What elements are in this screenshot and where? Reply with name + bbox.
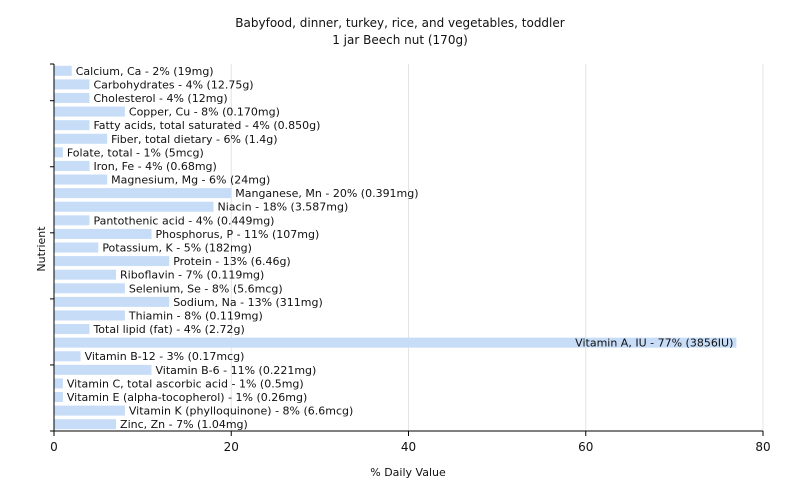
bar-label: Vitamin A, IU - 77% (3856IU) <box>575 337 733 350</box>
bar-label: Sodium, Na - 13% (311mg) <box>173 296 323 309</box>
bar-label: Potassium, K - 5% (182mg) <box>102 242 252 255</box>
bar-label: Total lipid (fat) - 4% (2.72g) <box>92 323 244 336</box>
bar <box>54 351 81 362</box>
bar-label: Fatty acids, total saturated - 4% (0.850… <box>93 119 320 132</box>
bar <box>54 392 63 403</box>
bar <box>54 283 125 294</box>
bar-label: Fiber, total dietary - 6% (1.4g) <box>111 133 277 146</box>
bar-label: Zinc, Zn - 7% (1.04mg) <box>120 418 248 431</box>
bars: Calcium, Ca - 2% (19mg)Carbohydrates - 4… <box>54 65 737 431</box>
bar <box>54 242 99 253</box>
y-axis-title: Nutrient <box>35 226 48 272</box>
bar-label: Calcium, Ca - 2% (19mg) <box>76 65 214 78</box>
bar <box>54 296 170 307</box>
bar-label: Phosphorus, P - 11% (107mg) <box>155 228 319 241</box>
bar <box>54 215 90 226</box>
bar <box>54 79 90 90</box>
bar-label: Vitamin C, total ascorbic acid - 1% (0.5… <box>67 377 304 390</box>
bar-label: Carbohydrates - 4% (12.75g) <box>93 78 253 91</box>
x-tick-label: 0 <box>50 440 58 454</box>
bar-label: Cholesterol - 4% (12mg) <box>93 92 227 105</box>
bar-label: Thiamin - 8% (0.119mg) <box>128 309 263 322</box>
bar-label: Vitamin B-6 - 11% (0.221mg) <box>155 364 316 377</box>
bar-label: Pantothenic acid - 4% (0.449mg) <box>93 214 274 227</box>
bar <box>54 324 90 335</box>
bar-label: Magnesium, Mg - 6% (24mg) <box>111 174 270 187</box>
bar <box>54 160 90 171</box>
bar <box>54 337 737 348</box>
bar <box>54 188 232 199</box>
x-tick-label: 80 <box>755 440 770 454</box>
bar <box>54 378 63 389</box>
chart-title: Babyfood, dinner, turkey, rice, and vege… <box>235 16 565 30</box>
bar <box>54 228 152 239</box>
bar <box>54 310 125 321</box>
bar-label: Vitamin B-12 - 3% (0.17mcg) <box>85 350 245 363</box>
x-tick-label: 20 <box>224 440 239 454</box>
chart-subtitle: 1 jar Beech nut (170g) <box>332 33 468 47</box>
bar <box>54 269 117 280</box>
x-tick-label: 60 <box>578 440 593 454</box>
bar-label: Protein - 13% (6.46g) <box>173 255 291 268</box>
bar <box>54 419 117 430</box>
grid-lines <box>230 64 764 431</box>
bar <box>54 405 125 416</box>
bar <box>54 92 90 103</box>
bar <box>54 256 170 267</box>
bar-label: Selenium, Se - 8% (5.6mcg) <box>129 282 283 295</box>
bar <box>54 364 152 375</box>
bar-label: Copper, Cu - 8% (0.170mg) <box>129 106 280 119</box>
bar-label: Manganese, Mn - 20% (0.391mg) <box>235 187 418 200</box>
x-tick-label: 40 <box>401 440 416 454</box>
bar <box>54 133 108 144</box>
bar-label: Vitamin K (phylloquinone) - 8% (6.6mcg) <box>129 405 353 418</box>
bar-label: Iron, Fe - 4% (0.68mg) <box>93 160 216 173</box>
bar <box>54 147 63 158</box>
bar-label: Riboflavin - 7% (0.119mg) <box>120 269 264 282</box>
bar-label: Vitamin E (alpha-tocopherol) - 1% (0.26m… <box>67 391 307 404</box>
bar-label: Folate, total - 1% (5mcg) <box>67 146 204 159</box>
bar <box>54 174 108 185</box>
bar <box>54 65 72 76</box>
x-axis-title: % Daily Value <box>370 466 446 479</box>
bar <box>54 201 214 212</box>
bar <box>54 106 125 117</box>
bar-label: Niacin - 18% (3.587mg) <box>218 201 349 214</box>
axes: 0 20 40 60 80 <box>50 63 771 454</box>
bar <box>54 120 90 131</box>
